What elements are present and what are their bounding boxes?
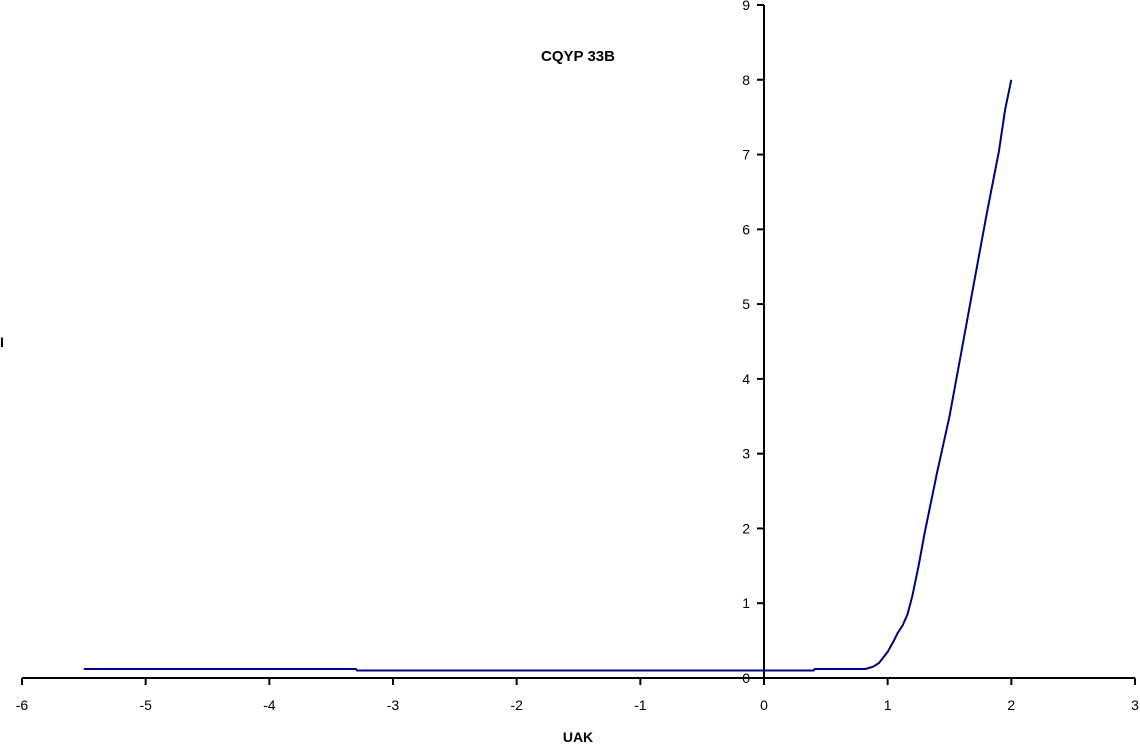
x-axis: -6 -5 -4 -3 -2 -1 0 1 2 3 bbox=[16, 677, 1139, 713]
y-tick-label: 8 bbox=[742, 72, 750, 88]
x-tick-label: -4 bbox=[263, 697, 276, 713]
y-tick-label: 1 bbox=[742, 595, 750, 611]
x-tick-label: -1 bbox=[634, 697, 647, 713]
y-tick-label: 2 bbox=[742, 520, 750, 536]
y-tick-label: 9 bbox=[742, 0, 750, 13]
x-tick-label: 0 bbox=[760, 697, 768, 713]
y-tick-label: 3 bbox=[742, 446, 750, 462]
x-tick-label: -3 bbox=[387, 697, 400, 713]
y-tick-label: 7 bbox=[742, 147, 750, 163]
y-tick-label: 4 bbox=[742, 371, 750, 387]
x-tick-label: 1 bbox=[884, 697, 892, 713]
x-tick-label: -6 bbox=[16, 697, 29, 713]
y-axis-title: I bbox=[0, 334, 4, 350]
x-tick-label: 2 bbox=[1007, 697, 1015, 713]
chart-title: CQYP 33B bbox=[541, 48, 615, 65]
x-tick-label: -5 bbox=[139, 697, 152, 713]
y-axis: 0 1 2 3 4 5 6 7 8 9 bbox=[742, 0, 765, 686]
y-tick-label: 6 bbox=[742, 221, 750, 237]
x-tick-label: -2 bbox=[510, 697, 523, 713]
y-tick-label: 0 bbox=[742, 670, 750, 686]
x-tick-label: 3 bbox=[1131, 697, 1139, 713]
data-line bbox=[83, 79, 1013, 672]
y-tick-label: 5 bbox=[742, 296, 750, 312]
x-axis-title: UAK bbox=[563, 729, 593, 745]
